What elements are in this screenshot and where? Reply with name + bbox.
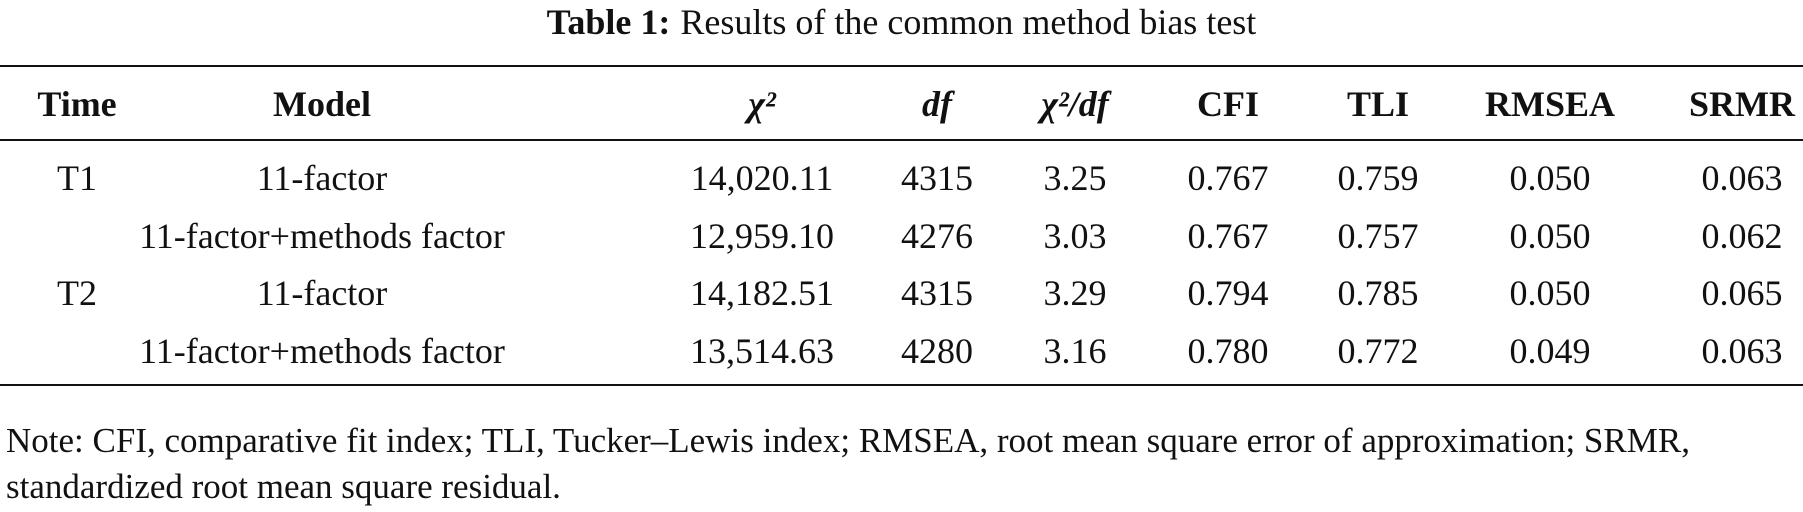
time-cell: T1: [57, 158, 97, 198]
value-cell: 0.767: [1187, 158, 1269, 198]
value-cell: 0.050: [1509, 158, 1591, 198]
value-cell: 4315: [901, 273, 973, 313]
value-cell: 0.065: [1701, 273, 1783, 313]
caption-label: Table 1:: [546, 2, 671, 42]
value-cell: 0.757: [1337, 216, 1419, 256]
value-cell: 0.785: [1337, 273, 1419, 313]
value-cell: 3.29: [1043, 273, 1107, 313]
value-cell: 3.03: [1043, 216, 1107, 256]
value-cell: 0.050: [1509, 273, 1591, 313]
column-header: df: [922, 84, 952, 124]
value-cell: 0.780: [1187, 331, 1269, 371]
value-cell: 13,514.63: [690, 331, 834, 371]
value-cell: 0.794: [1187, 273, 1269, 313]
value-cell: 3.16: [1043, 331, 1107, 371]
value-cell: 4276: [901, 216, 973, 256]
column-header: CFI: [1197, 84, 1259, 124]
model-cell: 11-factor: [256, 273, 388, 313]
column-header: Model: [273, 84, 371, 124]
value-cell: 0.049: [1509, 331, 1591, 371]
value-cell: 0.759: [1337, 158, 1419, 198]
value-cell: 0.063: [1701, 331, 1783, 371]
value-cell: 0.050: [1509, 216, 1591, 256]
value-cell: 4315: [901, 158, 973, 198]
value-cell: 14,020.11: [690, 158, 834, 198]
value-cell: 0.772: [1337, 331, 1419, 371]
model-cell: 11-factor+methods factor: [139, 216, 505, 256]
column-header: RMSEA: [1484, 84, 1616, 124]
bottom-rule: [0, 384, 1803, 386]
caption-text: Results of the common method bias test: [680, 2, 1257, 42]
model-cell: 11-factor: [256, 158, 388, 198]
time-cell: T2: [57, 273, 97, 313]
value-cell: 0.063: [1701, 158, 1783, 198]
column-header: SRMR: [1689, 84, 1795, 124]
value-cell: 0.062: [1701, 216, 1783, 256]
table-caption: Table 1: Results of the common method bia…: [0, 2, 1803, 42]
value-cell: 14,182.51: [690, 273, 834, 313]
column-header: χ²/df: [1041, 84, 1109, 124]
header-rule: [0, 139, 1803, 141]
value-cell: 4280: [901, 331, 973, 371]
table-note: Note: CFI, comparative fit index; TLI, T…: [6, 421, 1690, 506]
value-cell: 12,959.10: [690, 216, 834, 256]
column-header: Time: [37, 84, 117, 124]
model-cell: 11-factor+methods factor: [139, 331, 505, 371]
value-cell: 0.767: [1187, 216, 1269, 256]
top-rule: [0, 65, 1803, 67]
value-cell: 3.25: [1043, 158, 1107, 198]
column-header: χ²: [748, 84, 776, 124]
column-header: TLI: [1346, 84, 1410, 124]
